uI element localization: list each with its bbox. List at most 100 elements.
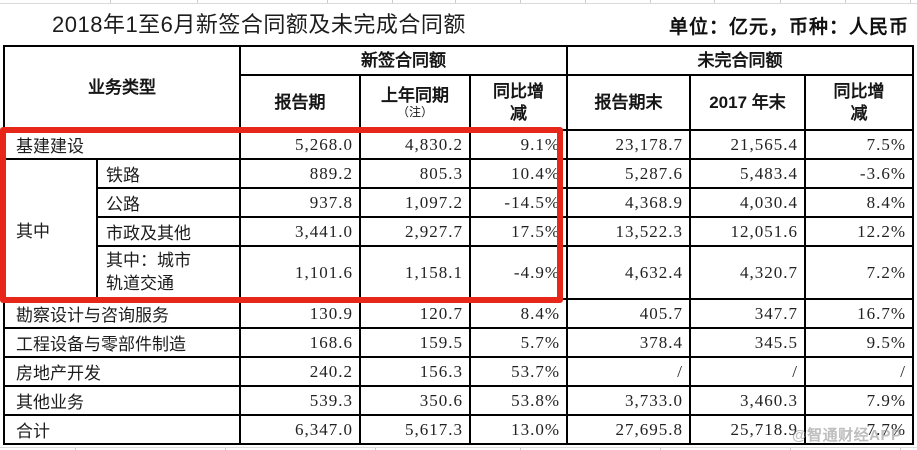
table-row-survey-design: 勘察设计与咨询服务 130.9 120.7 8.4% 405.7 347.7 1… xyxy=(3,298,914,329)
cell-value: 2,927.7 xyxy=(359,216,471,247)
row-label: 铁路 xyxy=(96,158,241,189)
cell-value: 347.7 xyxy=(689,298,806,329)
cell-value: / xyxy=(689,356,806,387)
cell-value: 1,097.2 xyxy=(359,187,471,218)
cell-value: 350.6 xyxy=(359,385,471,416)
cell-value: 130.9 xyxy=(239,298,361,329)
cell-value: 539.3 xyxy=(239,385,361,416)
cell-value: 3,733.0 xyxy=(566,385,691,416)
cell-value: 53.7% xyxy=(469,356,568,387)
table-row-equipment-manufacturing: 工程设备与零部件制造 168.6 159.5 5.7% 378.4 345.5 … xyxy=(3,327,914,358)
cell-value: 4,830.2 xyxy=(359,129,471,160)
cell-value: 937.8 xyxy=(239,187,361,218)
cell-value: 7.9% xyxy=(804,385,914,416)
cell-value: 5,287.6 xyxy=(566,158,691,189)
header-period-end: 报告期末 xyxy=(566,74,691,131)
header-yoy-new: 同比增减 xyxy=(469,74,568,131)
cell-value: 7.5% xyxy=(804,129,914,160)
watermark: @智通财经APP xyxy=(792,427,902,444)
cell-value: 3,460.3 xyxy=(689,385,806,416)
cell-value: -4.9% xyxy=(469,245,568,300)
table-row-infrastructure: 基建建设 5,268.0 4,830.2 9.1% 23,178.7 21,56… xyxy=(3,129,914,160)
cell-value: 23,178.7 xyxy=(566,129,691,160)
cell-value: 1,101.6 xyxy=(239,245,361,300)
row-label: 工程设备与零部件制造 xyxy=(3,327,241,358)
header-prior-period-text: 上年同期 xyxy=(381,85,449,105)
row-label: 其他业务 xyxy=(3,385,241,416)
header-group-backlog-contracts: 未完合同额 xyxy=(566,45,914,76)
row-label: 公路 xyxy=(96,187,241,218)
cell-value: 5,483.4 xyxy=(689,158,806,189)
cell-value: 168.6 xyxy=(239,327,361,358)
cell-value: 5,617.3 xyxy=(359,414,471,445)
cell-value: / xyxy=(566,356,691,387)
cell-value: 240.2 xyxy=(239,356,361,387)
cell-value: 8.4% xyxy=(804,187,914,218)
cell-value: 7.2% xyxy=(804,245,914,300)
row-label: 房地产开发 xyxy=(3,356,241,387)
cell-value: 378.4 xyxy=(566,327,691,358)
cell-value: 8.4% xyxy=(469,298,568,329)
cell-value: 5,268.0 xyxy=(239,129,361,160)
unit-currency-label: 单位：亿元，币种：人民币 xyxy=(668,17,909,38)
cell-value: 405.7 xyxy=(566,298,691,329)
cell-value: 7.7% xyxy=(804,414,914,445)
header-2017-end: 2017 年末 xyxy=(689,74,806,131)
row-label: 其中：城市轨道交通 xyxy=(96,245,241,300)
cell-value: -3.6% xyxy=(804,158,914,189)
row-label: 勘察设计与咨询服务 xyxy=(3,298,241,329)
table-row-total: 合计 6,347.0 5,617.3 13.0% 27,695.8 25,718… xyxy=(3,414,914,445)
cell-value: 10.4% xyxy=(469,158,568,189)
cell-value: 1,158.1 xyxy=(359,245,471,300)
header-reporting-period: 报告期 xyxy=(239,74,361,131)
cell-value: 805.3 xyxy=(359,158,471,189)
row-label: 基建建设 xyxy=(3,129,241,160)
cell-value: 5.7% xyxy=(469,327,568,358)
table-row-municipal: 市政及其他 3,441.0 2,927.7 17.5% 13,522.3 12,… xyxy=(4,216,914,247)
cell-value: 17.5% xyxy=(469,216,568,247)
cell-value: 6,347.0 xyxy=(239,414,361,445)
cell-value: 889.2 xyxy=(239,158,361,189)
row-label: 合计 xyxy=(3,414,241,445)
cell-value: 4,632.4 xyxy=(566,245,691,300)
row-label: 市政及其他 xyxy=(96,216,241,247)
cell-value: 4,320.7 xyxy=(689,245,806,300)
table-row-other-business: 其他业务 539.3 350.6 53.8% 3,733.0 3,460.3 7… xyxy=(3,385,914,416)
cell-value: 12.2% xyxy=(804,216,914,247)
header-business-type: 业务类型 xyxy=(3,45,241,131)
cell-value: 13,522.3 xyxy=(566,216,691,247)
cell-value: 21,565.4 xyxy=(689,129,806,160)
cell-value: 16.7% xyxy=(804,298,914,329)
cell-value: 9.1% xyxy=(469,129,568,160)
cell-value: / xyxy=(804,356,914,387)
contracts-table: 业务类型 新签合同额 未完合同额 报告期 上年同期 （注） 同比增减 报告期末 … xyxy=(3,45,914,445)
cell-value: 25,718.9 xyxy=(689,414,806,445)
cell-value: 12,051.6 xyxy=(689,216,806,247)
row-label-of-which: 其中 xyxy=(3,158,98,300)
cell-value: -14.5% xyxy=(469,187,568,218)
table-row-real-estate: 房地产开发 240.2 156.3 53.7% / / / xyxy=(3,356,914,387)
cell-value: 4,030.4 xyxy=(689,187,806,218)
spreadsheet-gridline-bottom xyxy=(0,447,917,450)
header-yoy-backlog: 同比增减 xyxy=(804,74,914,131)
cell-value: 9.5% xyxy=(804,327,914,358)
header-group-new-contracts: 新签合同额 xyxy=(239,45,568,76)
cell-value: 120.7 xyxy=(359,298,471,329)
header-prior-period: 上年同期 （注） xyxy=(359,74,471,131)
table-row-urban-rail: 其中：城市轨道交通 1,101.6 1,158.1 -4.9% 4,632.4 … xyxy=(4,245,914,300)
table-row-railway: 其中 铁路 889.2 805.3 10.4% 5,287.6 5,483.4 … xyxy=(3,158,914,300)
header-prior-period-note: （注） xyxy=(396,105,433,120)
page-title: 2018年1至6月新签合同额及未完成合同额 xyxy=(52,12,466,37)
cell-value: 4,368.9 xyxy=(566,187,691,218)
header-row-groups: 业务类型 新签合同额 未完合同额 xyxy=(3,45,914,131)
cell-value: 27,695.8 xyxy=(566,414,691,445)
table-row-highway: 公路 937.8 1,097.2 -14.5% 4,368.9 4,030.4 … xyxy=(4,187,914,218)
cell-value: 156.3 xyxy=(359,356,471,387)
cell-value: 345.5 xyxy=(689,327,806,358)
cell-value: 159.5 xyxy=(359,327,471,358)
cell-value: 53.8% xyxy=(469,385,568,416)
cell-value: 3,441.0 xyxy=(239,216,361,247)
header-row-columns: 报告期 上年同期 （注） 同比增减 报告期末 2017 年末 同比增减 xyxy=(4,74,914,131)
cell-value: 13.0% xyxy=(469,414,568,445)
